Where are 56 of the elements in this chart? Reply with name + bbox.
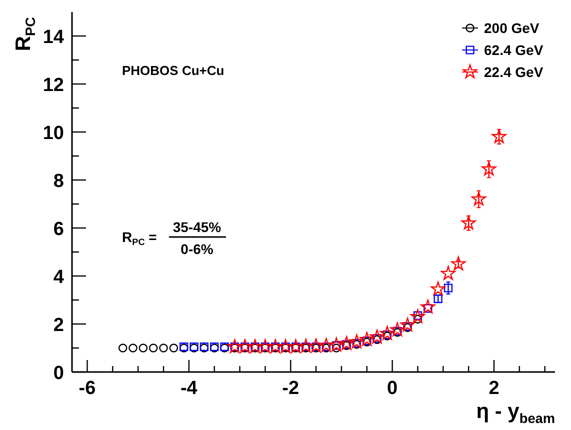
y-tick-label: 0 bbox=[53, 363, 64, 384]
point bbox=[238, 339, 252, 354]
legend-label: 22.4 GeV bbox=[484, 64, 544, 80]
point bbox=[370, 330, 384, 344]
point bbox=[430, 282, 446, 296]
point bbox=[451, 256, 466, 270]
point bbox=[400, 318, 415, 332]
x-tick-label: -4 bbox=[180, 378, 198, 399]
point bbox=[258, 339, 272, 354]
point bbox=[461, 216, 476, 230]
y-tick-label: 14 bbox=[42, 27, 64, 48]
point bbox=[390, 322, 405, 336]
annotation: 0-6% bbox=[180, 241, 214, 257]
point bbox=[248, 339, 262, 354]
point bbox=[440, 266, 456, 280]
annotation: 35-45% bbox=[172, 219, 222, 235]
annotation: R$_{PC}$ = bbox=[122, 229, 157, 248]
legend-label: 62.4 GeV bbox=[484, 42, 544, 58]
point bbox=[128, 344, 138, 352]
x-tick-label: -6 bbox=[78, 378, 96, 399]
point bbox=[360, 332, 374, 346]
annotation: PHOBOS Cu+Cu bbox=[122, 63, 224, 78]
y-tick-label: 10 bbox=[42, 123, 64, 144]
x-tick-label: 0 bbox=[387, 378, 398, 399]
point bbox=[169, 344, 178, 352]
point bbox=[308, 338, 324, 352]
point bbox=[329, 338, 344, 352]
point bbox=[227, 339, 242, 354]
x-tick-label: 2 bbox=[488, 378, 500, 399]
point bbox=[420, 300, 436, 314]
point bbox=[410, 309, 425, 324]
y-tick-label: 2 bbox=[53, 315, 64, 336]
point bbox=[159, 344, 168, 352]
point bbox=[298, 338, 314, 353]
legend-label: 200 GeV bbox=[484, 20, 540, 36]
point bbox=[138, 344, 148, 352]
point bbox=[288, 339, 303, 354]
point bbox=[268, 339, 283, 354]
point bbox=[482, 162, 496, 176]
point bbox=[148, 344, 158, 352]
point bbox=[339, 336, 354, 350]
y-tick-label: 4 bbox=[53, 267, 64, 288]
point bbox=[118, 344, 128, 352]
point bbox=[492, 129, 506, 144]
y-tick-label: 6 bbox=[53, 219, 64, 240]
y-tick-label: 12 bbox=[42, 75, 64, 96]
x-tick-label: -2 bbox=[282, 378, 300, 399]
point bbox=[278, 339, 293, 354]
x-axis-title: η - y$_{beam}$ bbox=[476, 400, 555, 426]
point bbox=[471, 192, 486, 206]
point bbox=[380, 326, 394, 340]
point bbox=[318, 338, 334, 352]
y-tick-label: 8 bbox=[53, 171, 64, 192]
point bbox=[434, 294, 442, 304]
point bbox=[349, 334, 364, 348]
point bbox=[444, 284, 453, 292]
